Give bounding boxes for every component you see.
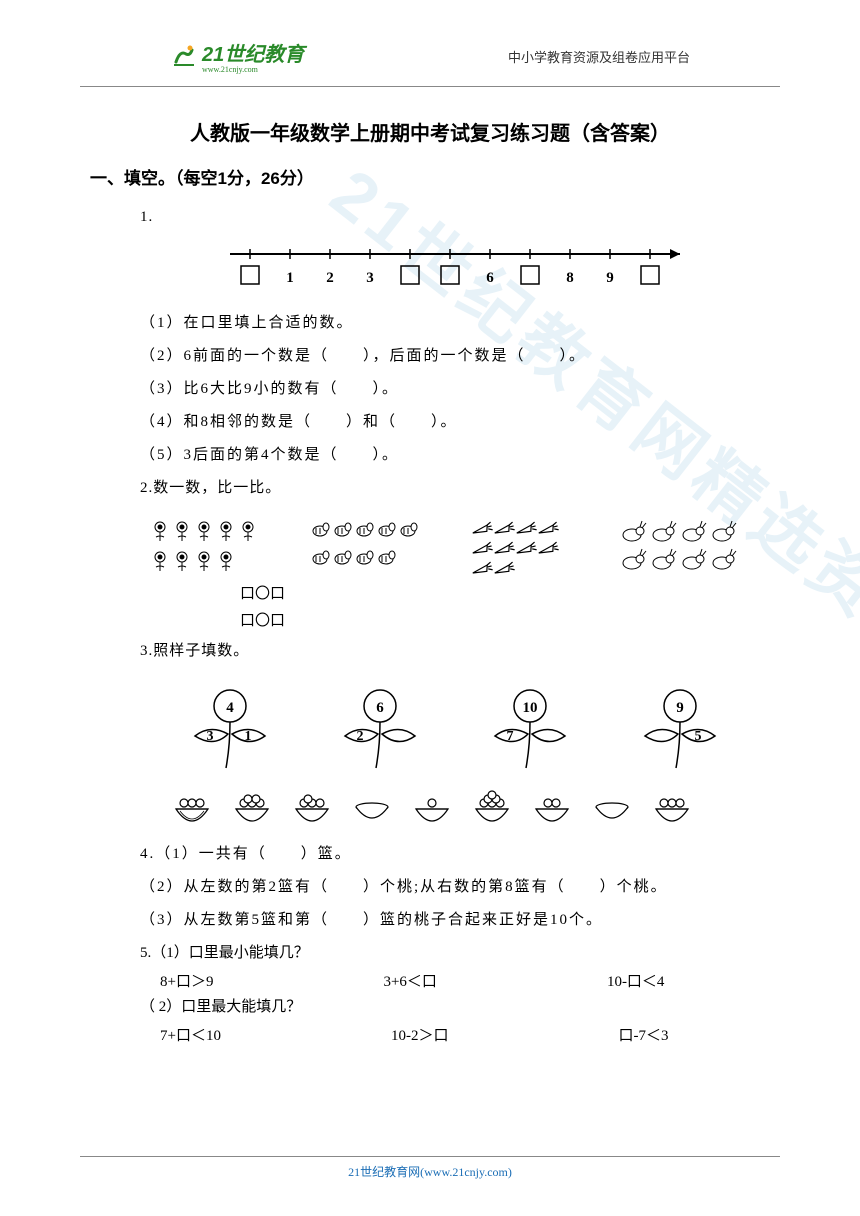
svg-text:3: 3 xyxy=(366,270,374,286)
carrots-icon xyxy=(470,515,570,575)
page-footer: 21世纪教育网(www.21cnjy.com) xyxy=(80,1156,780,1180)
svg-text:9: 9 xyxy=(676,700,684,716)
svg-text:6: 6 xyxy=(376,700,384,716)
compare-line1: 口〇口 xyxy=(240,581,770,608)
q5-row2: 7+口＜10 10-2＞口 口-7＜3 xyxy=(160,1024,770,1045)
svg-text:5: 5 xyxy=(695,729,702,744)
logo-url: www.21cnjy.com xyxy=(202,65,304,74)
flowers-icon xyxy=(150,515,260,575)
svg-text:6: 6 xyxy=(486,270,494,286)
page-header: 21世纪教育 www.21cnjy.com 中小学教育资源及组卷应用平台 xyxy=(80,0,780,87)
header-platform-text: 中小学教育资源及组卷应用平台 xyxy=(508,47,690,66)
q5-1b: 3+6＜口 xyxy=(383,970,436,991)
bees-icon xyxy=(310,515,420,575)
q2-images xyxy=(150,515,770,575)
numberline-figure: 1 2 3 6 8 9 xyxy=(220,242,770,295)
doc-title: 人教版一年级数学上册期中考试复习练习题（含答案） xyxy=(90,117,770,146)
svg-text:2: 2 xyxy=(357,729,364,744)
rabbits-icon xyxy=(620,515,760,575)
q5-1a: 8+口＞9 xyxy=(160,970,213,991)
q5-2c: 口-7＜3 xyxy=(618,1024,668,1045)
svg-text:9: 9 xyxy=(606,270,614,286)
section-1-header: 一、填空。（每空1分，26分） xyxy=(90,164,770,189)
q1-number: 1. xyxy=(140,201,770,234)
document-body: 人教版一年级数学上册期中考试复习练习题（含答案） 一、填空。（每空1分，26分）… xyxy=(0,87,860,1045)
svg-text:10: 10 xyxy=(523,700,538,716)
q2-text: 2.数一数，比一比。 xyxy=(140,472,770,505)
q1-1: （1）在口里填上合适的数。 xyxy=(140,307,770,340)
q4-1: 4.（1）一共有（ ）篮。 xyxy=(140,838,770,871)
q1-2: （2）6前面的一个数是（ ），后面的一个数是（ ）。 xyxy=(140,340,770,373)
q5-1c: 10-口＜4 xyxy=(607,970,665,991)
svg-text:1: 1 xyxy=(245,729,252,744)
q4-baskets xyxy=(170,787,770,838)
q5-2b: 10-2＞口 xyxy=(391,1024,449,1045)
q1-3: （3）比6大比9小的数有（ ）。 xyxy=(140,373,770,406)
q5-2a: 7+口＜10 xyxy=(160,1024,221,1045)
numberline-svg: 1 2 3 6 8 9 xyxy=(220,242,700,290)
svg-text:8: 8 xyxy=(566,270,574,286)
compare-line2: 口〇口 xyxy=(240,608,770,635)
q1-5: （5）3后面的第4个数是（ ）。 xyxy=(140,439,770,472)
runner-icon xyxy=(170,42,198,70)
svg-text:7: 7 xyxy=(507,729,514,744)
q4-3: （3）从左数第5篮和第（ ）篮的桃子合起来正好是10个。 xyxy=(140,904,770,937)
logo: 21世纪教育 www.21cnjy.com xyxy=(170,38,304,74)
svg-text:1: 1 xyxy=(286,270,294,286)
q4-2: （2）从左数的第2篮有（ ）个桃;从右数的第8篮有（ ）个桃。 xyxy=(140,871,770,904)
svg-text:3: 3 xyxy=(207,729,214,744)
svg-text:4: 4 xyxy=(226,700,234,716)
svg-text:2: 2 xyxy=(326,270,334,286)
q5-1: 5.（1）口里最小能填几？ xyxy=(140,937,770,970)
q5-2: （ 2）口里最大能填几？ xyxy=(140,991,770,1024)
q3-flowers: 4 3 1 6 2 10 xyxy=(170,686,770,791)
q5-row1: 8+口＞9 3+6＜口 10-口＜4 xyxy=(160,970,770,991)
logo-text: 21世纪教育 xyxy=(202,44,304,66)
q1-4: （4）和8相邻的数是（ ）和（ ）。 xyxy=(140,406,770,439)
q3-text: 3.照样子填数。 xyxy=(140,635,770,668)
